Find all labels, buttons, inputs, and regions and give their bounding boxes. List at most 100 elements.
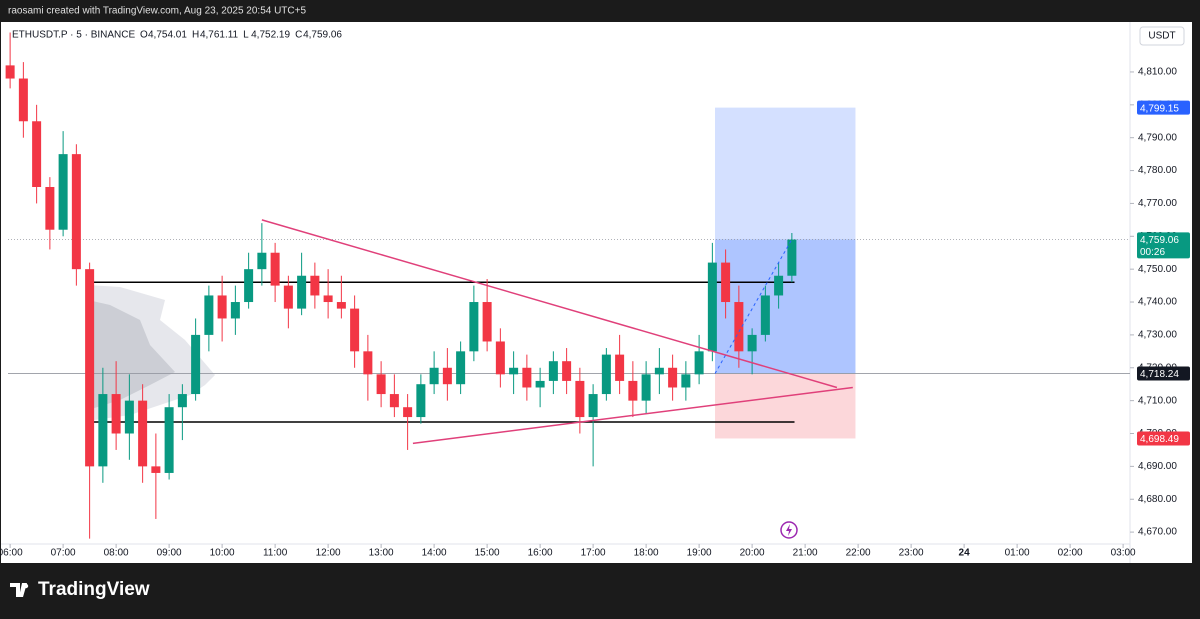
y-tick-label: 4,730.00 xyxy=(1138,330,1177,341)
volume-profile-core xyxy=(88,300,175,410)
x-tick-label: 16:00 xyxy=(528,548,553,559)
logo-dot xyxy=(23,583,29,589)
y-tick-label: 4,670.00 xyxy=(1138,527,1177,538)
candle-body xyxy=(283,285,293,309)
ohlc-value: 4,761.11 xyxy=(200,30,239,41)
countdown: 00:26 xyxy=(1140,247,1165,258)
candle-body xyxy=(787,239,797,276)
candle-body xyxy=(5,65,15,79)
y-tick-label: 4,690.00 xyxy=(1138,461,1177,472)
ohlc-key: L xyxy=(243,30,249,41)
entry-price-label: 4,718.24 xyxy=(1140,369,1179,380)
x-tick-label: 18:00 xyxy=(634,548,659,559)
currency[interactable]: USDT xyxy=(1148,31,1175,42)
candle-body xyxy=(177,394,187,408)
candle-body xyxy=(350,308,360,352)
legend: ETHUSDT.P · 5 · BINANCE O 4,754.01 H 4,761.… xyxy=(12,30,342,41)
current-price-label: 4,759.06 xyxy=(1140,235,1179,246)
candle-body xyxy=(151,466,161,473)
y-tick-label: 4,810.00 xyxy=(1138,67,1177,78)
target-price-label-bg xyxy=(1137,100,1190,115)
candle-body xyxy=(217,295,227,319)
candle-body xyxy=(124,400,134,434)
candle-body xyxy=(588,394,598,418)
position-path xyxy=(714,239,793,374)
candle-body xyxy=(535,380,545,388)
header: raosami created with TradingView.com, Au… xyxy=(8,6,306,17)
candle-body xyxy=(575,380,585,418)
currency-button[interactable] xyxy=(1139,26,1185,46)
candle-body xyxy=(548,361,558,381)
x-tick-label: 01:00 xyxy=(1005,548,1030,559)
candle-body xyxy=(654,367,664,375)
candle-body xyxy=(230,302,240,319)
brand: TradingView xyxy=(38,579,150,600)
candle-body xyxy=(562,361,572,381)
x-tick-label: 10:00 xyxy=(210,548,235,559)
position-stop-zone xyxy=(715,373,856,439)
x-tick-label: 24 xyxy=(959,548,971,559)
symbol: ETHUSDT.P · 5 · BINANCE xyxy=(12,30,135,41)
ohlc-key: C xyxy=(295,30,302,41)
candle-body xyxy=(85,269,95,467)
x-tick-label: 07:00 xyxy=(51,548,76,559)
candle-body xyxy=(323,295,333,303)
x-tick-label: 03:00 xyxy=(1111,548,1136,559)
candle-body xyxy=(482,302,492,342)
x-tick-label: 15:00 xyxy=(475,548,500,559)
candle-body xyxy=(456,351,466,385)
x-tick-label: 20:00 xyxy=(740,548,765,559)
candle-body xyxy=(376,374,386,395)
candle-body xyxy=(204,295,214,335)
trend-line xyxy=(412,386,853,445)
y-tick-label: 4,780.00 xyxy=(1138,165,1177,176)
candle-body xyxy=(721,262,731,303)
candle-body xyxy=(363,351,373,375)
x-tick-label: 17:00 xyxy=(581,548,606,559)
candle-body xyxy=(429,367,439,385)
candle-body xyxy=(389,394,399,408)
x-tick-label: 21:00 xyxy=(793,548,818,559)
ohlc-key: H xyxy=(192,30,199,41)
trend-line xyxy=(261,219,838,389)
axes: 4,670.004,680.004,690.004,700.004,710.00… xyxy=(0,67,1190,559)
y-tick-label: 4,680.00 xyxy=(1138,494,1177,505)
candle-body xyxy=(641,374,651,401)
x-tick-label: 19:00 xyxy=(687,548,712,559)
candle-body xyxy=(45,186,55,230)
x-tick-label: 09:00 xyxy=(157,548,182,559)
y-tick-label: 4,790.00 xyxy=(1138,132,1177,143)
candle-body xyxy=(774,275,784,296)
candle-body xyxy=(668,367,678,388)
candle-body xyxy=(747,334,757,352)
candle-body xyxy=(707,262,717,352)
candle-body xyxy=(601,354,611,395)
brand-logo: TradingView xyxy=(10,579,150,600)
x-tick-label: 12:00 xyxy=(316,548,341,559)
x-tick-label: 11:00 xyxy=(263,548,288,559)
candle-body xyxy=(469,302,479,352)
current-price-label-bg xyxy=(1137,232,1190,259)
candle-body xyxy=(681,374,691,388)
y-tick-label: 4,750.00 xyxy=(1138,264,1177,275)
x-tick-label: 22:00 xyxy=(846,548,871,559)
x-tick-label: 13:00 xyxy=(369,548,394,559)
stop-price-label-bg xyxy=(1137,431,1190,446)
candle-body xyxy=(336,302,346,309)
entry-price-label-bg xyxy=(1137,366,1190,381)
candle-body xyxy=(138,400,148,467)
candle-body xyxy=(71,154,81,270)
event-icon-bolt xyxy=(786,524,792,536)
candle-body xyxy=(98,394,108,467)
candle-body xyxy=(244,269,254,303)
candle-body xyxy=(18,78,28,122)
volume-profile xyxy=(88,285,215,420)
candle-body xyxy=(58,154,68,230)
candle-body xyxy=(111,394,121,434)
candle-body xyxy=(416,384,426,418)
candle-body xyxy=(310,275,320,296)
stop-price-label: 4,698.49 xyxy=(1140,434,1179,445)
candle-body xyxy=(270,252,280,286)
